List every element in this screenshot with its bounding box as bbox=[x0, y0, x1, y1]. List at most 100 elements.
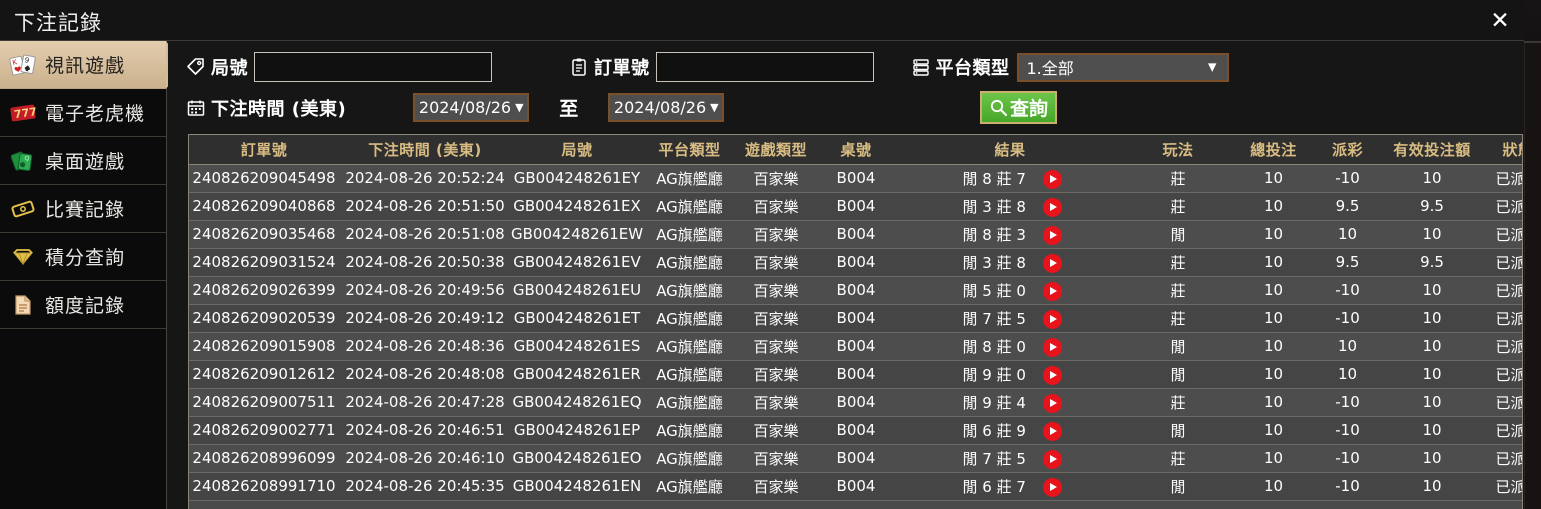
cell-round-no: GB004248261ER bbox=[511, 360, 643, 389]
column-header-round-no[interactable]: 局號 bbox=[511, 135, 643, 165]
sidebar-item-label: 視訊遊戲 bbox=[45, 55, 126, 77]
sidebar-item-slot-machines[interactable]: 777 電子老虎機 bbox=[0, 89, 166, 137]
date-from-picker[interactable]: 2024/08/26 ▼ bbox=[413, 93, 530, 122]
table-row[interactable]: 240826209026399 2024-08-26 20:49:56 GB0042… bbox=[189, 276, 1522, 305]
play-replay-icon[interactable] bbox=[1042, 449, 1062, 469]
svg-text:777: 777 bbox=[13, 105, 37, 121]
cell-game-type: 百家樂 bbox=[736, 332, 816, 361]
table-row[interactable]: 240826209031524 2024-08-26 20:50:38 GB0042… bbox=[189, 248, 1522, 277]
column-header-game-type[interactable]: 遊戲類型 bbox=[736, 135, 816, 165]
sidebar-item-points-query[interactable]: 積分查詢 bbox=[0, 233, 166, 281]
cell-status: 已派彩 bbox=[1484, 444, 1522, 473]
cell-round-no: GB004248261ET bbox=[511, 304, 643, 333]
cell-play-type: 閒 bbox=[1124, 220, 1232, 249]
date-from-value: 2024/08/26 bbox=[418, 98, 512, 117]
cell-game-type: 百家樂 bbox=[736, 388, 816, 417]
cell-order-no: 240826209020539 bbox=[189, 304, 339, 333]
play-replay-icon[interactable] bbox=[1042, 309, 1062, 329]
column-header-play-type[interactable]: 玩法 bbox=[1124, 135, 1232, 165]
cell-valid-bet: 10 bbox=[1380, 444, 1484, 473]
result-text: 閒 6 莊 9 bbox=[962, 421, 1026, 440]
play-replay-icon[interactable] bbox=[1042, 421, 1062, 441]
cell-total-bet: 10 bbox=[1232, 444, 1315, 473]
cell-total-bet: 10 bbox=[1232, 360, 1315, 389]
column-header-order-no[interactable]: 訂單號 bbox=[189, 135, 339, 165]
order-filter-group: 訂單號 bbox=[568, 52, 874, 82]
table-row[interactable]: 240826209015908 2024-08-26 20:48:36 GB0042… bbox=[189, 332, 1522, 361]
table-row[interactable]: 240826209002771 2024-08-26 20:46:51 GB0042… bbox=[189, 416, 1522, 445]
backdrop-right-panel bbox=[1524, 43, 1541, 509]
cell-valid-bet: 10 bbox=[1380, 360, 1484, 389]
cell-result: 閒 3 莊 8 bbox=[896, 248, 1124, 277]
column-header-total-bet[interactable]: 總投注 bbox=[1232, 135, 1315, 165]
table-row[interactable]: 240826209045498 2024-08-26 20:52:24 GB0042… bbox=[189, 164, 1522, 193]
cell-payout: 10 bbox=[1315, 332, 1380, 361]
cell-platform: AG旗艦廳 bbox=[643, 164, 736, 193]
table-row[interactable]: 240826209020539 2024-08-26 20:49:12 GB0042… bbox=[189, 304, 1522, 333]
cell-platform: AG旗艦廳 bbox=[643, 192, 736, 221]
play-replay-icon[interactable] bbox=[1042, 337, 1062, 357]
cell-status: 已派彩 bbox=[1484, 416, 1522, 445]
table-row[interactable]: 240826208996099 2024-08-26 20:46:10 GB0042… bbox=[189, 444, 1522, 473]
column-header-result[interactable]: 結果 bbox=[896, 135, 1124, 165]
play-replay-icon[interactable] bbox=[1042, 477, 1062, 497]
column-header-status[interactable]: 狀態 bbox=[1484, 135, 1522, 165]
table-row[interactable]: 240826209007511 2024-08-26 20:47:28 GB0042… bbox=[189, 388, 1522, 417]
search-button-label: 查詢 bbox=[1010, 98, 1049, 120]
cell-total-bet: 10 bbox=[1232, 192, 1315, 221]
play-replay-icon[interactable] bbox=[1042, 253, 1062, 273]
cell-game-type: 百家樂 bbox=[736, 164, 816, 193]
bet-records-table-container[interactable]: 訂單號 下注時間 (美東) 局號 平台類型 遊戲類型 桌號 結果 玩法 總投注 … bbox=[188, 134, 1523, 509]
play-replay-icon[interactable] bbox=[1042, 225, 1062, 245]
sidebar-item-label: 積分查詢 bbox=[45, 247, 126, 269]
cell-round-no: GB004248261EW bbox=[511, 220, 643, 249]
platform-type-select[interactable]: 1.全部 ▼ bbox=[1016, 52, 1229, 82]
play-replay-icon[interactable] bbox=[1042, 365, 1062, 385]
cell-payout: -10 bbox=[1315, 276, 1380, 305]
cell-valid-bet: 10 bbox=[1380, 416, 1484, 445]
cell-result: 閒 5 莊 0 bbox=[896, 276, 1124, 305]
play-replay-icon[interactable] bbox=[1042, 393, 1062, 413]
play-replay-icon[interactable] bbox=[1042, 197, 1062, 217]
order-input[interactable] bbox=[655, 52, 874, 82]
cell-play-type: 莊 bbox=[1124, 304, 1232, 333]
sidebar-item-video-games[interactable]: K 9 視訊遊戲 bbox=[0, 41, 183, 89]
search-button[interactable]: 查詢 bbox=[980, 91, 1058, 124]
document-icon bbox=[8, 290, 38, 320]
cell-game-type: 百家樂 bbox=[736, 472, 816, 501]
cell-round-no: GB004248261EY bbox=[511, 164, 643, 193]
column-header-payout[interactable]: 派彩 bbox=[1315, 135, 1380, 165]
column-header-valid-bet[interactable]: 有效投注額 bbox=[1380, 135, 1484, 165]
cell-game-type: 百家樂 bbox=[736, 416, 816, 445]
cell-platform: AG旗艦廳 bbox=[643, 388, 736, 417]
sidebar-item-credit-record[interactable]: 額度記錄 bbox=[0, 281, 166, 329]
sidebar-item-tournament-record[interactable]: 比賽記錄 bbox=[0, 185, 166, 233]
cell-status: 已派彩 bbox=[1484, 388, 1522, 417]
cell-status: 已派彩 bbox=[1484, 304, 1522, 333]
cell-platform: AG旗艦廳 bbox=[643, 332, 736, 361]
cell-round-no: GB004248261EN bbox=[511, 472, 643, 501]
table-row[interactable]: 240826208991710 2024-08-26 20:45:35 GB0042… bbox=[189, 472, 1522, 501]
cell-payout: -10 bbox=[1315, 444, 1380, 473]
cell-table-no: B004 bbox=[816, 220, 896, 249]
cell-bet-time: 2024-08-26 20:46:51 bbox=[339, 416, 511, 445]
cell-order-no: 240826209045498 bbox=[189, 164, 339, 193]
sidebar-item-table-games[interactable]: Q 桌面遊戲 bbox=[0, 137, 166, 185]
column-header-table-no[interactable]: 桌號 bbox=[816, 135, 896, 165]
cell-round-no: GB004248261EV bbox=[511, 248, 643, 277]
close-icon[interactable]: ✕ bbox=[1490, 7, 1510, 34]
column-header-platform[interactable]: 平台類型 bbox=[643, 135, 736, 165]
sidebar-item-label: 電子老虎機 bbox=[45, 103, 146, 125]
cell-total-bet: 10 bbox=[1232, 332, 1315, 361]
table-row[interactable]: 240826209012612 2024-08-26 20:48:08 GB0042… bbox=[189, 360, 1522, 389]
cell-status: 已派彩 bbox=[1484, 332, 1522, 361]
cell-total-bet: 10 bbox=[1232, 220, 1315, 249]
round-input[interactable] bbox=[254, 52, 492, 82]
table-row[interactable]: 240826209035468 2024-08-26 20:51:08 GB0042… bbox=[189, 220, 1522, 249]
play-replay-icon[interactable] bbox=[1042, 281, 1062, 301]
date-to-picker[interactable]: 2024/08/26 ▼ bbox=[608, 93, 725, 122]
cell-platform: AG旗艦廳 bbox=[643, 248, 736, 277]
table-row[interactable]: 240826209040868 2024-08-26 20:51:50 GB0042… bbox=[189, 192, 1522, 221]
column-header-bet-time[interactable]: 下注時間 (美東) bbox=[339, 135, 511, 165]
play-replay-icon[interactable] bbox=[1042, 169, 1062, 189]
